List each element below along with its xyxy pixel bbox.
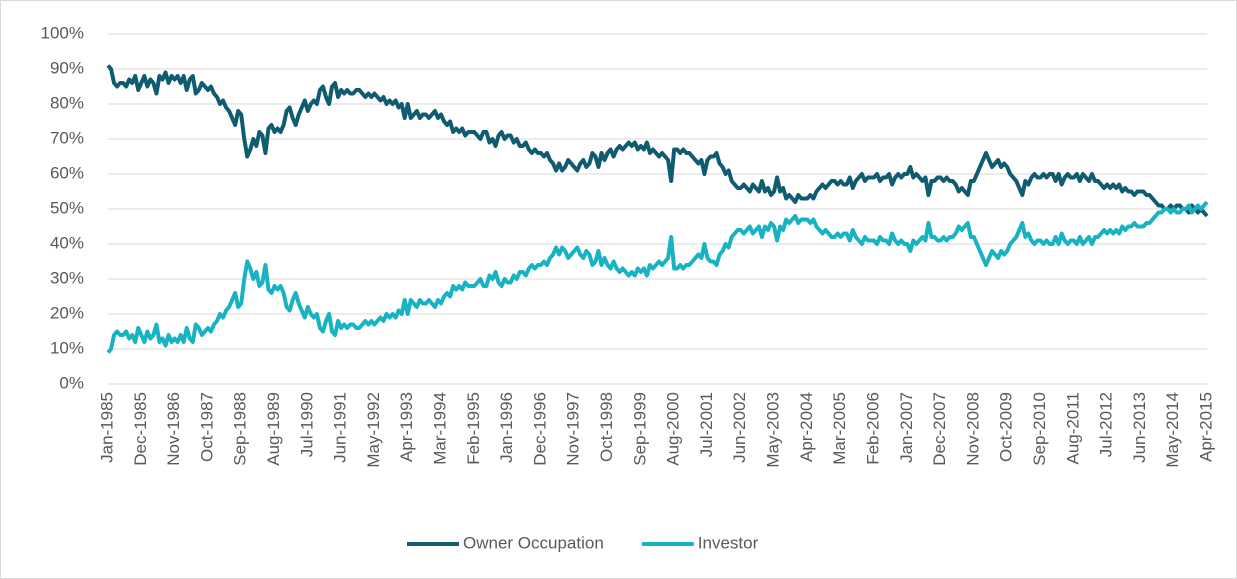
x-tick-label: Dec-1985 <box>131 392 150 466</box>
x-tick-label: Jul-1990 <box>297 392 316 457</box>
legend-label: Investor <box>698 533 759 552</box>
x-tick-label: Nov-2008 <box>963 392 982 466</box>
y-tick-label: 10% <box>50 338 84 357</box>
x-tick-label: Jan-1996 <box>497 392 516 463</box>
legend-label: Owner Occupation <box>463 533 604 552</box>
x-tick-label: Apr-2004 <box>797 392 816 462</box>
x-tick-label: Feb-2006 <box>863 392 882 465</box>
y-tick-label: 70% <box>50 128 84 147</box>
x-tick-label: Feb-1995 <box>464 392 483 465</box>
x-tick-label: Aug-2011 <box>1063 392 1082 464</box>
x-tick-label: Aug-2000 <box>664 392 683 466</box>
x-tick-label: May-2014 <box>1163 392 1182 468</box>
y-tick-label: 30% <box>50 268 84 287</box>
x-tick-label: Jul-2012 <box>1097 392 1116 457</box>
x-tick-label: Oct-1987 <box>197 392 216 462</box>
x-tick-label: Dec-1996 <box>530 392 549 466</box>
x-tick-label: Jan-1985 <box>97 392 116 463</box>
x-tick-label: May-1992 <box>364 392 383 468</box>
x-tick-label: Sep-1988 <box>231 392 250 466</box>
x-tick-label: Jul-2001 <box>697 392 716 457</box>
y-tick-label: 100% <box>41 23 84 42</box>
x-tick-label: Sep-1999 <box>630 392 649 466</box>
y-tick-label: 50% <box>50 198 84 217</box>
x-tick-label: Mar-1994 <box>431 392 450 465</box>
y-tick-label: 20% <box>50 303 84 322</box>
x-tick-label: Sep-2010 <box>1030 392 1049 466</box>
x-tick-label: Jun-2002 <box>730 392 749 463</box>
x-tick-label: Aug-1989 <box>264 392 283 466</box>
y-tick-label: 80% <box>50 93 84 112</box>
x-tick-label: Jan-2007 <box>897 392 916 463</box>
y-tick-label: 0% <box>59 373 84 392</box>
x-tick-label: Oct-1998 <box>597 392 616 462</box>
series-line <box>106 200 1209 354</box>
x-tick-label: Oct-2009 <box>997 392 1016 462</box>
x-tick-label: May-2003 <box>764 392 783 468</box>
x-tick-label: Apr-2015 <box>1196 392 1215 462</box>
series-line <box>106 64 1209 218</box>
y-tick-label: 40% <box>50 233 84 252</box>
x-tick-label: Nov-1997 <box>564 392 583 466</box>
y-tick-label: 90% <box>50 58 84 77</box>
y-tick-label: 60% <box>50 163 84 182</box>
x-tick-label: Jun-2013 <box>1130 392 1149 463</box>
x-tick-label: Dec-2007 <box>930 392 949 466</box>
x-tick-label: Jun-1991 <box>331 392 350 463</box>
x-tick-label: Mar-2005 <box>830 392 849 465</box>
x-tick-label: Nov-1986 <box>164 392 183 466</box>
x-tick-label: Apr-1993 <box>397 392 416 462</box>
